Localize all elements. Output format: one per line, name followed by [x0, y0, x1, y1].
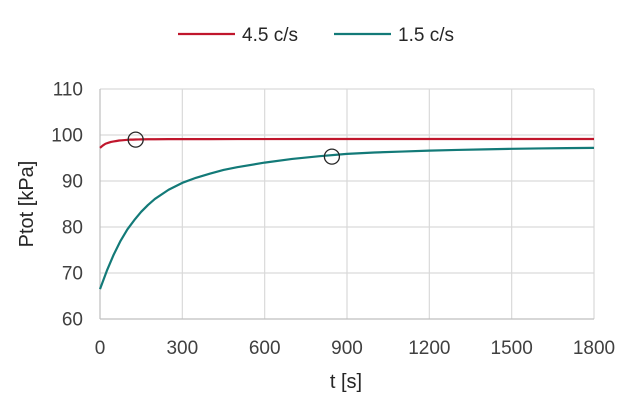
- plot-area: 60 70 80 90 100 110 0 300 600 900 1200 1500 1800: [51, 80, 615, 360]
- marker-circle-2: [323, 148, 341, 165]
- x-tick-label: 300: [166, 338, 198, 359]
- x-tick-label: 900: [331, 338, 363, 359]
- y-tick-label: 60: [62, 310, 83, 331]
- marker-circle-1: [127, 131, 144, 148]
- x-tick-label: 0: [95, 338, 106, 359]
- series-line-2: [98, 146, 595, 290]
- y-tick-label: 90: [62, 172, 83, 193]
- y-tick-label: 80: [62, 218, 83, 239]
- legend-label-series-2: 1.5 c/s: [398, 25, 454, 46]
- series-line-1: [99, 137, 594, 149]
- y-tick-label: 70: [62, 264, 83, 285]
- legend: 4.5 c/s 1.5 c/s: [178, 25, 454, 46]
- legend-label-series-1: 4.5 c/s: [242, 25, 298, 46]
- x-tick-label: 1500: [491, 338, 533, 359]
- x-tick-label: 1200: [408, 338, 450, 359]
- x-tick-label: 600: [249, 338, 281, 359]
- y-tick-label: 110: [53, 80, 83, 101]
- x-axis-title: t [s]: [330, 371, 362, 393]
- y-axis-title: Ptot [kPa]: [16, 161, 38, 248]
- y-tick-label: 100: [51, 126, 83, 147]
- x-tick-label: 1800: [573, 338, 615, 359]
